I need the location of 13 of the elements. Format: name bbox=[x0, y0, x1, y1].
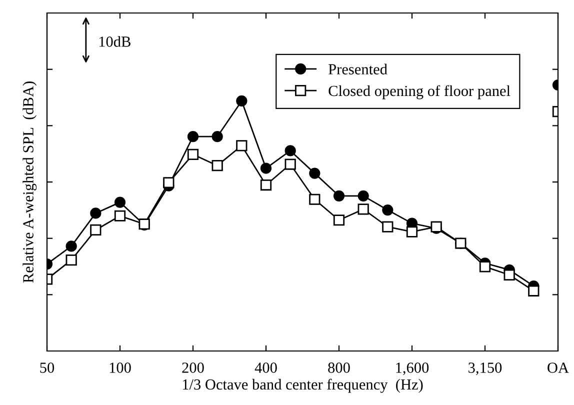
x-tick-label: 50 bbox=[40, 362, 54, 373]
x-tick-label: 400 bbox=[254, 362, 277, 373]
x-tick-label: 3,150 bbox=[468, 362, 502, 376]
text: 10dB bbox=[99, 36, 130, 47]
x-tick-label: 100 bbox=[110, 362, 131, 373]
x-tick-label: 200 bbox=[182, 362, 204, 373]
legend-label: Closed opening of floor panel bbox=[328, 85, 510, 100]
x-tick-label: 1,600 bbox=[396, 362, 429, 376]
x-axis-title: 1/3 Octave band center frequency (Hz) bbox=[182, 378, 423, 393]
legend-label: Presented bbox=[328, 64, 388, 74]
y-axis-title: Relative A-weighted SPL (dBA) bbox=[22, 82, 37, 283]
x-tick-label: OA bbox=[548, 362, 569, 373]
x-tick-label: 800 bbox=[328, 362, 350, 373]
